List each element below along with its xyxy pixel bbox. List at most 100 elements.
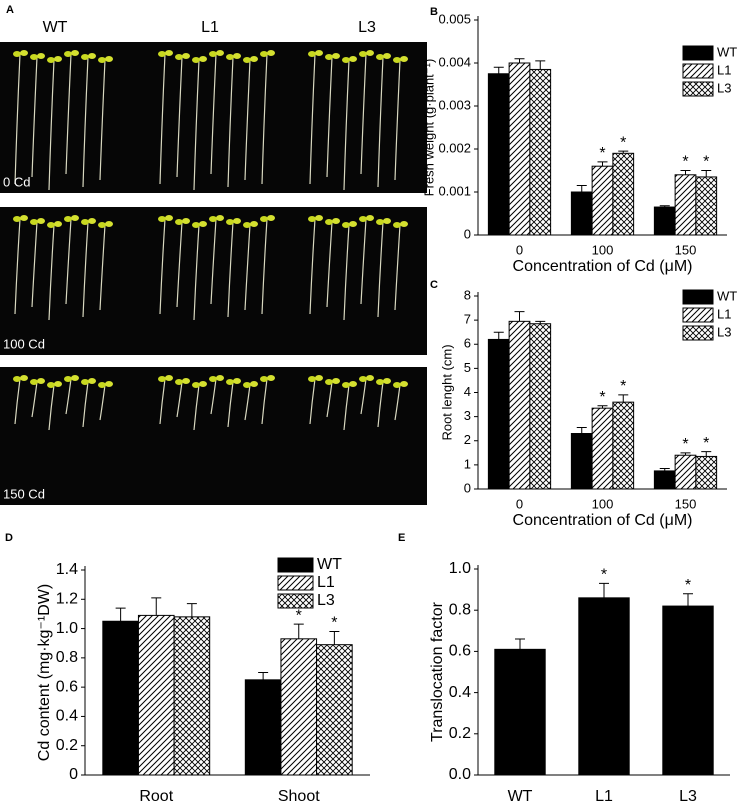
seedling-stem <box>394 224 401 311</box>
seedling-leaf <box>199 56 207 62</box>
y-tick-label: 0.005 <box>438 11 471 26</box>
y-axis-label: Fresh weight (g·plant⁻¹) <box>421 59 436 197</box>
seedling-leaf <box>192 57 200 63</box>
seedling-stem <box>82 56 89 188</box>
error-bar <box>151 597 162 616</box>
seedling-leaf <box>175 54 183 60</box>
seedling-leaf <box>393 382 401 388</box>
seedling-leaf <box>105 381 113 387</box>
error-bar <box>597 161 608 167</box>
error-bar <box>515 638 525 650</box>
error-bar <box>576 185 587 192</box>
bar <box>102 620 139 776</box>
y-tick-label: 6 <box>464 336 471 351</box>
seedling-leaf <box>175 219 183 225</box>
seedling-leaf <box>376 54 384 60</box>
seedling-leaf <box>165 375 173 381</box>
seedling-leaf <box>332 218 340 224</box>
significance: * <box>620 378 626 395</box>
y-tick-label: 5 <box>464 360 471 375</box>
seedling-leaf <box>88 378 96 384</box>
seedling-leaf <box>81 379 89 385</box>
seedling-leaf <box>342 222 350 228</box>
error-bar <box>535 320 546 324</box>
error-bar <box>597 405 608 409</box>
seedling-leaf <box>250 381 258 387</box>
seedling-stem <box>31 381 38 418</box>
seedling-stem <box>377 56 384 188</box>
seedling-leaf <box>64 376 72 382</box>
seedling-leaf <box>216 375 224 381</box>
seedling-stem <box>193 384 200 431</box>
x-axis-label: Concentration of Cd (μM) <box>513 258 693 275</box>
error-bar <box>680 452 691 456</box>
seedling-stem <box>261 53 268 185</box>
seedling-leaf <box>342 57 350 63</box>
legend-label: L1 <box>317 574 335 591</box>
y-tick-label: 0.6 <box>56 678 78 695</box>
seedling-stem <box>343 224 350 321</box>
seedling-stem <box>193 59 200 191</box>
x-tick-label: Shoot <box>278 788 320 804</box>
column-label: L1 <box>201 19 219 36</box>
seedling-stem <box>244 59 251 181</box>
y-tick-label: 0.0 <box>449 766 471 783</box>
seedling-stem <box>326 221 333 308</box>
legend-swatch <box>682 63 714 79</box>
seedling-leaf <box>349 221 357 227</box>
y-tick-label: 0 <box>464 226 471 241</box>
row-label: 150 Cd <box>3 486 45 501</box>
seedling-leaf <box>400 381 408 387</box>
x-tick-label: L3 <box>679 788 697 804</box>
seedling-stem <box>176 56 183 178</box>
bar <box>612 401 635 490</box>
y-tick-label: 0.003 <box>438 97 471 112</box>
seedling-leaf <box>30 379 38 385</box>
significance: * <box>703 435 709 452</box>
y-tick-label: 4 <box>464 384 471 399</box>
seedling-leaf <box>308 216 316 222</box>
seedling-leaf <box>37 53 45 59</box>
significance: * <box>620 134 626 151</box>
error-bar <box>701 451 712 457</box>
seedling-stem <box>244 224 251 311</box>
x-tick-label: 0 <box>516 242 523 257</box>
seedling-leaf <box>182 218 190 224</box>
seedling-leaf <box>233 218 241 224</box>
x-tick-label: 150 <box>675 242 697 257</box>
seedling-leaf <box>182 378 190 384</box>
seedling-leaf <box>260 376 268 382</box>
seedling-stem <box>394 384 401 421</box>
error-bar <box>514 311 525 322</box>
bar <box>653 206 676 236</box>
photo <box>0 367 427 505</box>
y-tick-label: 0.2 <box>56 737 78 754</box>
x-tick-label: 150 <box>675 496 697 511</box>
seedling-stem <box>176 221 183 308</box>
y-tick-label: 1.2 <box>56 591 78 608</box>
error-bar <box>514 58 525 63</box>
bar <box>662 605 714 776</box>
seedling-leaf <box>359 51 367 57</box>
bar <box>591 407 614 490</box>
seedling-leaf <box>105 56 113 62</box>
legend-label: WT <box>717 288 737 303</box>
panel-label: C <box>430 279 438 291</box>
seedling-stem <box>210 378 217 415</box>
seedling-leaf <box>250 56 258 62</box>
x-tick-label: L1 <box>595 788 613 804</box>
seedling-stem <box>309 378 316 425</box>
seedling-leaf <box>359 376 367 382</box>
y-tick-label: 0.2 <box>449 725 471 742</box>
seedling-stem <box>343 59 350 191</box>
seedling-leaf <box>98 222 106 228</box>
legend-swatch <box>682 325 714 341</box>
bar <box>280 638 318 776</box>
seedling-stem <box>193 224 200 321</box>
bar <box>487 73 510 236</box>
seedling-stem <box>82 381 89 428</box>
error-bar <box>599 582 609 598</box>
seedling-leaf <box>30 219 38 225</box>
y-tick-label: 0 <box>464 480 471 495</box>
error-bar <box>258 672 269 680</box>
